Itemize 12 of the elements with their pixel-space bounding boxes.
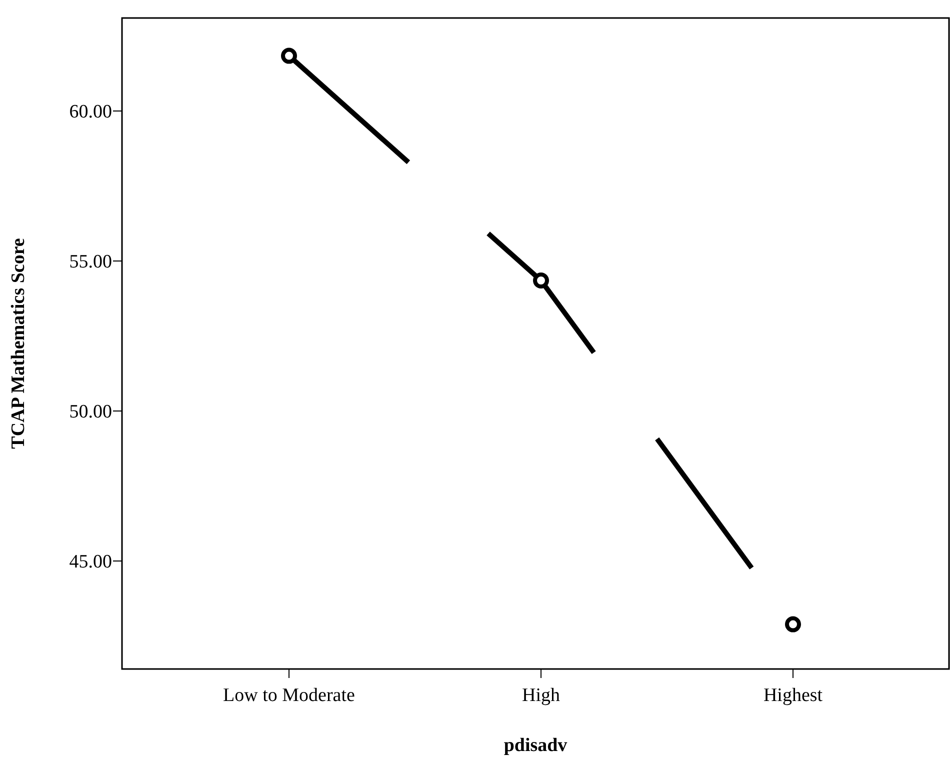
y-tick-label: 55.00 — [69, 252, 112, 273]
point — [533, 272, 549, 288]
x-axis-title: pdisadv — [504, 735, 568, 756]
y-tick-label: 45.00 — [69, 552, 112, 573]
y-tick-label: 60.00 — [69, 102, 112, 123]
x-tick-label: Highest — [763, 685, 824, 706]
x-tick-label: Low to Moderate — [223, 685, 355, 706]
point — [785, 616, 801, 632]
x-tick-label: High — [522, 685, 560, 706]
y-tick-label: 50.00 — [69, 402, 112, 423]
y-axis-title: TCAP Mathematics Score — [8, 238, 29, 449]
point — [281, 48, 297, 64]
